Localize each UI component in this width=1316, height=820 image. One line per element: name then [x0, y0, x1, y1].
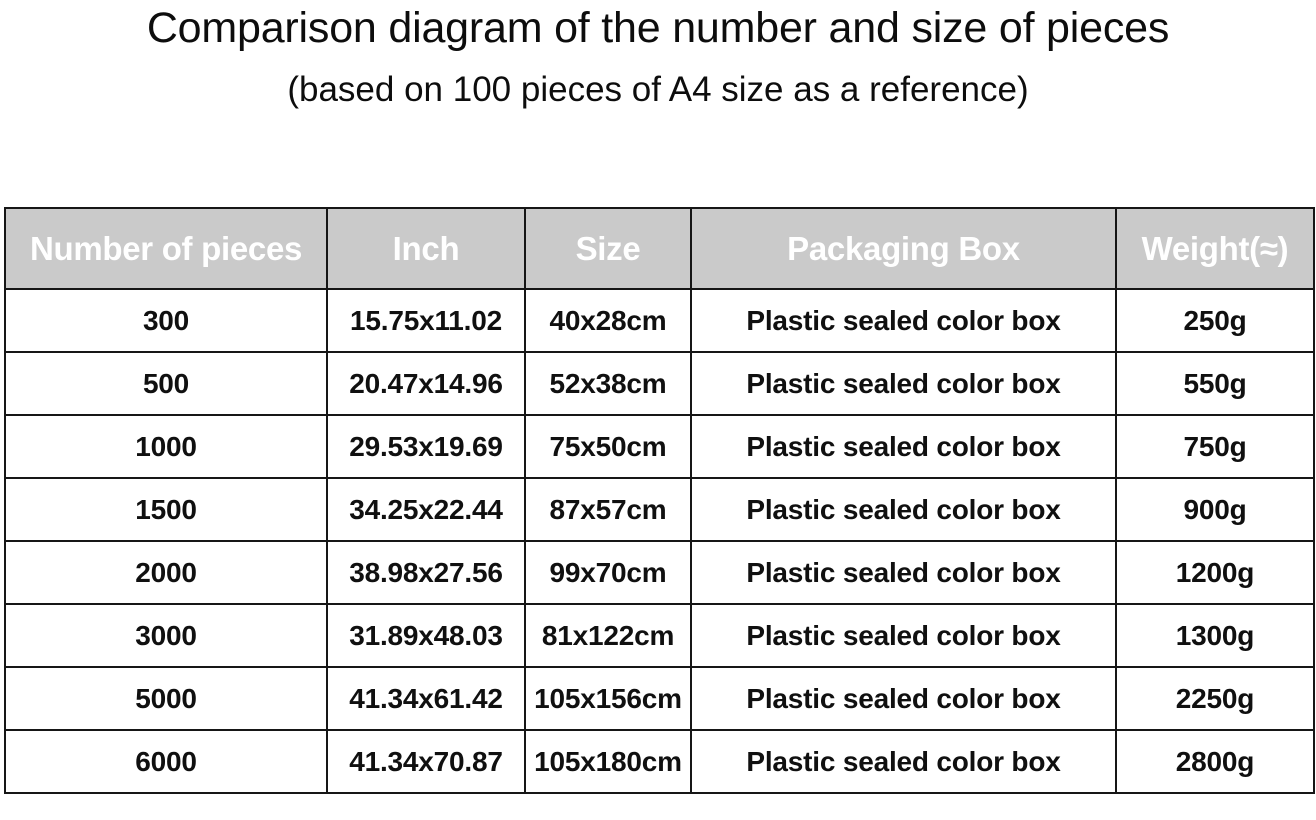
cell-packaging-box: Plastic sealed color box — [690, 666, 1117, 731]
cell-inch: 31.89x48.03 — [326, 603, 526, 668]
column-header-inch: Inch — [326, 207, 526, 290]
cell-weight: 1200g — [1115, 540, 1315, 605]
cell-number-of-pieces: 5000 — [4, 666, 328, 731]
column-header-packaging-box: Packaging Box — [690, 207, 1117, 290]
cell-number-of-pieces: 2000 — [4, 540, 328, 605]
cell-packaging-box: Plastic sealed color box — [690, 540, 1117, 605]
cell-weight: 1300g — [1115, 603, 1315, 668]
cell-weight: 750g — [1115, 414, 1315, 479]
cell-packaging-box: Plastic sealed color box — [690, 288, 1117, 353]
cell-number-of-pieces: 1000 — [4, 414, 328, 479]
cell-weight: 900g — [1115, 477, 1315, 542]
table-row: 1500 34.25x22.44 87x57cm Plastic sealed … — [4, 477, 1315, 542]
cell-size: 40x28cm — [524, 288, 692, 353]
cell-packaging-box: Plastic sealed color box — [690, 351, 1117, 416]
cell-packaging-box: Plastic sealed color box — [690, 603, 1117, 668]
cell-number-of-pieces: 1500 — [4, 477, 328, 542]
cell-size: 87x57cm — [524, 477, 692, 542]
cell-weight: 550g — [1115, 351, 1315, 416]
table-body: 300 15.75x11.02 40x28cm Plastic sealed c… — [4, 288, 1315, 794]
cell-size: 75x50cm — [524, 414, 692, 479]
cell-size: 99x70cm — [524, 540, 692, 605]
table-row: 5000 41.34x61.42 105x156cm Plastic seale… — [4, 666, 1315, 731]
cell-weight: 250g — [1115, 288, 1315, 353]
cell-inch: 41.34x61.42 — [326, 666, 526, 731]
table-row: 500 20.47x14.96 52x38cm Plastic sealed c… — [4, 351, 1315, 416]
cell-number-of-pieces: 300 — [4, 288, 328, 353]
cell-packaging-box: Plastic sealed color box — [690, 729, 1117, 794]
table-row: 6000 41.34x70.87 105x180cm Plastic seale… — [4, 729, 1315, 794]
cell-number-of-pieces: 3000 — [4, 603, 328, 668]
cell-inch: 38.98x27.56 — [326, 540, 526, 605]
cell-inch: 41.34x70.87 — [326, 729, 526, 794]
cell-size: 105x156cm — [524, 666, 692, 731]
column-header-weight: Weight(≈) — [1115, 207, 1315, 290]
column-header-size: Size — [524, 207, 692, 290]
title-block: Comparison diagram of the number and siz… — [0, 0, 1316, 112]
cell-size: 81x122cm — [524, 603, 692, 668]
cell-inch: 29.53x19.69 — [326, 414, 526, 479]
table-header-row: Number of pieces Inch Size Packaging Box… — [4, 207, 1315, 290]
cell-weight: 2800g — [1115, 729, 1315, 794]
cell-inch: 34.25x22.44 — [326, 477, 526, 542]
page-title: Comparison diagram of the number and siz… — [146, 4, 1170, 52]
table-header: Number of pieces Inch Size Packaging Box… — [4, 207, 1315, 290]
spec-table: Number of pieces Inch Size Packaging Box… — [4, 207, 1315, 794]
cell-inch: 20.47x14.96 — [326, 351, 526, 416]
cell-number-of-pieces: 500 — [4, 351, 328, 416]
table-row: 2000 38.98x27.56 99x70cm Plastic sealed … — [4, 540, 1315, 605]
cell-weight: 2250g — [1115, 666, 1315, 731]
page-subtitle: (based on 100 pieces of A4 size as a ref… — [287, 70, 1029, 109]
cell-inch: 15.75x11.02 — [326, 288, 526, 353]
spec-table-wrapper: Number of pieces Inch Size Packaging Box… — [4, 207, 1315, 794]
table-row: 1000 29.53x19.69 75x50cm Plastic sealed … — [4, 414, 1315, 479]
cell-packaging-box: Plastic sealed color box — [690, 414, 1117, 479]
cell-number-of-pieces: 6000 — [4, 729, 328, 794]
cell-size: 52x38cm — [524, 351, 692, 416]
column-header-number-of-pieces: Number of pieces — [4, 207, 328, 290]
cell-size: 105x180cm — [524, 729, 692, 794]
cell-packaging-box: Plastic sealed color box — [690, 477, 1117, 542]
table-row: 3000 31.89x48.03 81x122cm Plastic sealed… — [4, 603, 1315, 668]
table-row: 300 15.75x11.02 40x28cm Plastic sealed c… — [4, 288, 1315, 353]
